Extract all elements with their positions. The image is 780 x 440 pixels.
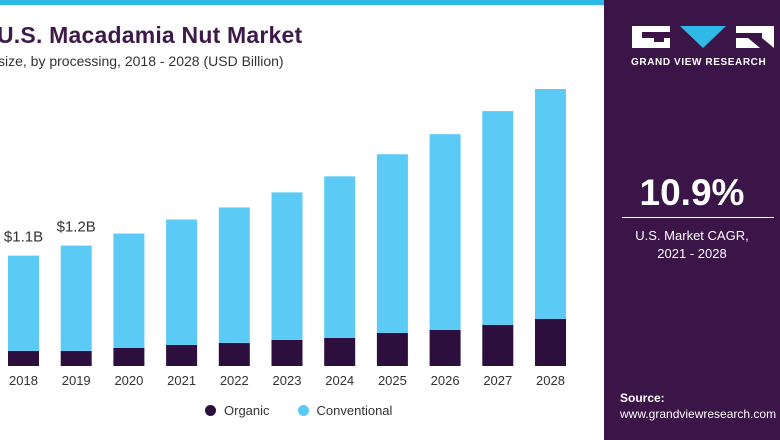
legend-label-conventional: Conventional (316, 403, 393, 418)
cagr-value: 10.9% (639, 172, 745, 213)
bar-conventional-2023 (271, 192, 303, 340)
cagr-label-line2: 2021 - 2028 (657, 246, 727, 261)
bar-organic-2019 (60, 350, 92, 366)
legend-item-organic: Organic (205, 403, 270, 418)
x-tick-label-2023: 2023 (273, 373, 302, 388)
source-url[interactable]: www.grandviewresearch.com (620, 407, 777, 421)
cagr-label-line1: U.S. Market CAGR, (635, 228, 749, 243)
x-tick-label-2026: 2026 (431, 373, 460, 388)
bar-organic-2027 (482, 324, 514, 366)
bar-organic-2022 (218, 342, 250, 366)
bar-conventional-2019 (60, 245, 92, 351)
legend-item-conventional: Conventional (297, 403, 393, 418)
info-sidebar: GRAND VIEW RESEARCH 10.9% U.S. Market CA… (604, 0, 780, 440)
bar-conventional-2021 (166, 219, 198, 345)
bar-conventional-2027 (482, 111, 514, 325)
bar-conventional-2028 (535, 89, 566, 319)
bar-conventional-2026 (429, 134, 461, 330)
x-tick-label-2018: 2018 (9, 373, 38, 388)
data-label-2018: $1.1B (4, 229, 43, 246)
x-tick-label-2027: 2027 (483, 373, 512, 388)
grand-view-research-logo-icon (632, 26, 774, 48)
legend-swatch-conventional (297, 405, 309, 416)
bar-conventional-2018 (8, 255, 39, 351)
x-tick-label-2025: 2025 (378, 373, 407, 388)
bar-organic-2020 (113, 347, 145, 366)
cagr-label: U.S. Market CAGR, 2021 - 2028 (604, 227, 780, 263)
x-tick-label-2022: 2022 (220, 373, 249, 388)
source-label: Source: (620, 391, 665, 405)
x-tick-label-2019: 2019 (62, 373, 91, 388)
chart-legend: Organic Conventional (205, 403, 420, 418)
bar-chart: 2018 2019 2020 2021 2022 2023 2024 2025 2026 2027… (4, 89, 566, 388)
bar-conventional-2020 (113, 233, 145, 348)
bar-organic-2024 (324, 337, 356, 366)
x-tick-label-2028: 2028 (536, 373, 565, 388)
bar-organic-2026 (429, 329, 461, 366)
chart-panel: U.S. Macadamia Nut Market size, by proce… (0, 0, 604, 418)
chart-title: U.S. Macadamia Nut Market (0, 22, 303, 48)
data-label-2019: $1.2B (57, 219, 96, 236)
x-tick-label-2021: 2021 (167, 373, 196, 388)
top-accent-strip (0, 0, 604, 5)
bar-organic-2025 (376, 332, 408, 366)
bar-conventional-2025 (376, 154, 408, 333)
bar-organic-2021 (166, 344, 198, 366)
bar-organic-2023 (271, 339, 303, 366)
brand-name: GRAND VIEW RESEARCH (631, 57, 767, 68)
cagr-divider (622, 217, 774, 218)
bar-conventional-2022 (218, 207, 250, 343)
legend-label-organic: Organic (224, 403, 270, 418)
chart-subtitle: size, by processing, 2018 - 2028 (USD Bi… (0, 53, 284, 69)
x-tick-label-2020: 2020 (114, 373, 143, 388)
bar-organic-2018 (8, 350, 39, 366)
bar-organic-2028 (535, 318, 566, 366)
x-tick-label-2024: 2024 (325, 373, 354, 388)
legend-swatch-organic (205, 405, 216, 416)
bar-conventional-2024 (324, 176, 356, 338)
